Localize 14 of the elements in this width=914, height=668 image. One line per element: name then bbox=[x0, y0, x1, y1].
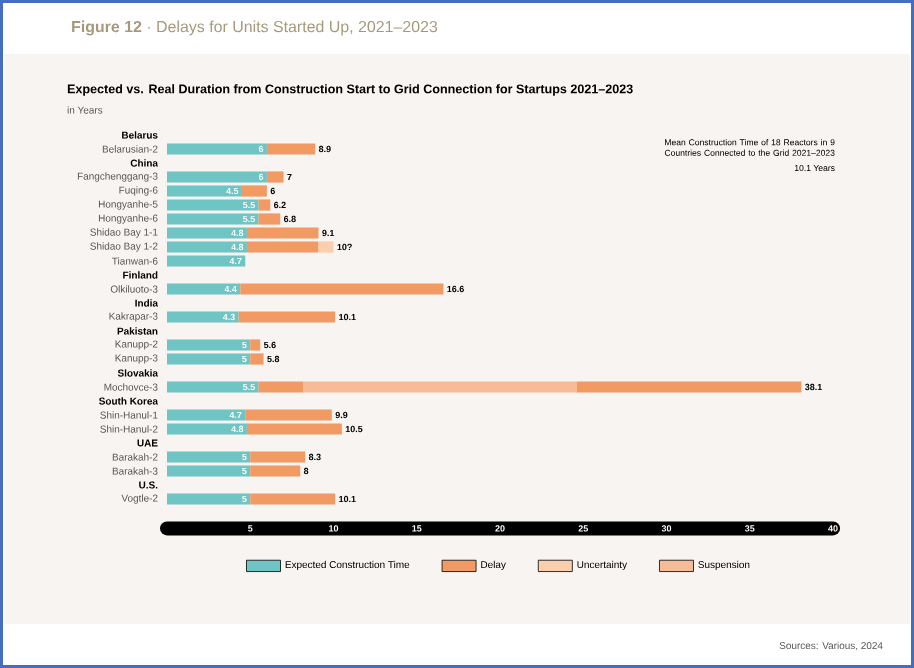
bar bbox=[266, 171, 284, 183]
bar bbox=[576, 381, 802, 393]
bar bbox=[167, 311, 239, 323]
bar bbox=[240, 283, 444, 295]
bar bbox=[266, 143, 316, 155]
bar bbox=[167, 381, 259, 393]
bar bbox=[167, 283, 241, 295]
bar bbox=[250, 493, 336, 505]
bar bbox=[303, 381, 577, 393]
bar bbox=[258, 381, 304, 393]
bar bbox=[167, 143, 267, 155]
bar bbox=[167, 493, 251, 505]
bar bbox=[238, 311, 336, 323]
bar bbox=[318, 241, 334, 253]
